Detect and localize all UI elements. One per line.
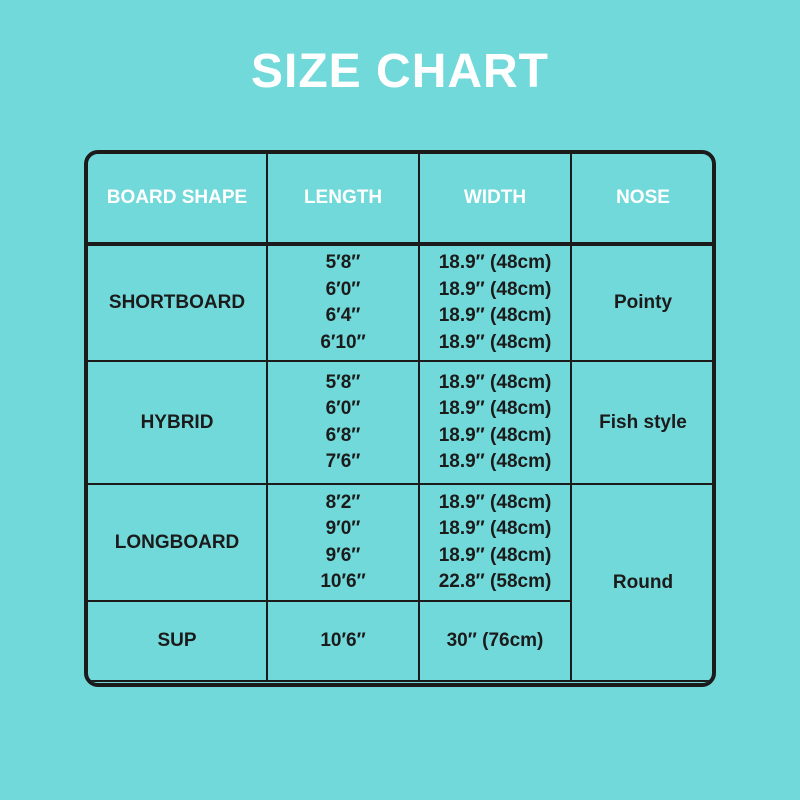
length: 9′6″ <box>325 544 361 566</box>
nose: Round <box>570 483 712 682</box>
length: 6′0″ <box>325 398 361 419</box>
table-frame: BOARD SHAPE LENGTH WIDTH NOSE SHORTBOARD 5′8… <box>84 150 716 687</box>
length-cell: 10′6″ <box>266 600 420 682</box>
width: 18.9″ (48cm) <box>438 451 552 472</box>
length-cell: 8′2″ 9′0″ 9′6″ 10′6″ <box>266 483 420 602</box>
width: 22.8″ (58cm) <box>438 571 552 592</box>
nose: Fish style <box>570 360 712 485</box>
width: 18.9″ (48cm) <box>438 424 552 446</box>
width: 18.9″ (48cm) <box>438 518 552 539</box>
table-body: SHORTBOARD 5′8″ 6′0″ 6′4″ 6′10″ 18.9″ (48cm) 1… <box>88 243 712 682</box>
width: 18.9″ (48cm) <box>438 491 552 513</box>
length-cell: 5′8″ 6′0″ 6′4″ 6′10″ <box>266 243 420 362</box>
width-cell: 18.9″ (48cm) 18.9″ (48cm) 18.9″ (48cm) 18.9… <box>418 360 572 485</box>
width: 18.9″ (48cm) <box>438 331 552 353</box>
length: 8′2″ <box>325 491 361 513</box>
board-shape: SUP <box>88 600 268 682</box>
column-header: NOSE <box>570 154 712 246</box>
width-cell: 18.9″ (48cm) 18.9″ (48cm) 18.9″ (48cm) 22.8… <box>418 483 572 602</box>
width: 18.9″ (48cm) <box>438 252 552 273</box>
length: 6′0″ <box>325 278 361 300</box>
board-shape: SHORTBOARD <box>88 243 268 362</box>
length: 5′8″ <box>325 371 361 393</box>
width: 18.9″ (48cm) <box>438 544 552 566</box>
column-header: BOARD SHAPE <box>88 154 268 246</box>
board-shape: HYBRID <box>88 360 268 485</box>
width: 18.9″ (48cm) <box>438 305 552 326</box>
width: 18.9″ (48cm) <box>438 371 552 393</box>
width: 18.9″ (48cm) <box>438 278 552 300</box>
length: 6′10″ <box>320 331 366 353</box>
length: 10′6″ <box>320 629 366 651</box>
length: 7′6″ <box>325 451 361 472</box>
table-row: LONGBOARD 8′2″ 9′0″ 9′6″ 10′6″ 18.9″ (48cm) 18… <box>88 483 712 682</box>
table-row: HYBRID 5′8″ 6′0″ 6′8″ 7′6″ 18.9″ (48cm) 18.9″ … <box>88 360 712 485</box>
title: SIZE CHART <box>251 45 549 98</box>
width: 30″ (76cm) <box>446 629 544 651</box>
length: 6′4″ <box>325 305 361 326</box>
length-cell: 5′8″ 6′0″ 6′8″ 7′6″ <box>266 360 420 485</box>
board-shape: LONGBOARD <box>88 483 268 602</box>
table-row: SHORTBOARD 5′8″ 6′0″ 6′4″ 6′10″ 18.9″ (48cm) 1… <box>88 243 712 362</box>
width-cell: 18.9″ (48cm) 18.9″ (48cm) 18.9″ (48cm) 18.9… <box>418 243 572 362</box>
length: 10′6″ <box>320 571 366 592</box>
width-cell: 30″ (76cm) <box>418 600 572 682</box>
header-row: BOARD SHAPE LENGTH WIDTH NOSE <box>88 154 712 246</box>
width: 18.9″ (48cm) <box>438 398 552 419</box>
size-table: BOARD SHAPE LENGTH WIDTH NOSE SHORTBOARD 5′8… <box>88 154 712 682</box>
length: 9′0″ <box>325 518 361 539</box>
length: 5′8″ <box>325 252 361 273</box>
nose: Pointy <box>570 243 712 362</box>
column-header: WIDTH <box>418 154 572 246</box>
length: 6′8″ <box>325 424 361 446</box>
column-header: LENGTH <box>266 154 420 246</box>
table-row: SUP 10′6″ 30″ (76cm) <box>88 600 712 682</box>
